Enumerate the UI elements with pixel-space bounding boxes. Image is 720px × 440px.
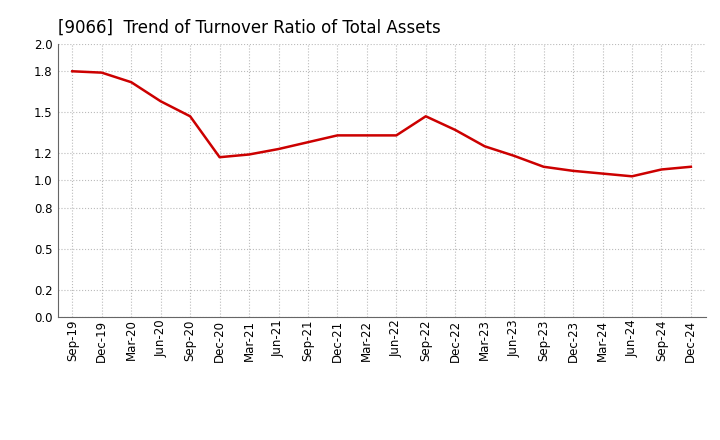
Text: [9066]  Trend of Turnover Ratio of Total Assets: [9066] Trend of Turnover Ratio of Total … xyxy=(58,19,441,37)
